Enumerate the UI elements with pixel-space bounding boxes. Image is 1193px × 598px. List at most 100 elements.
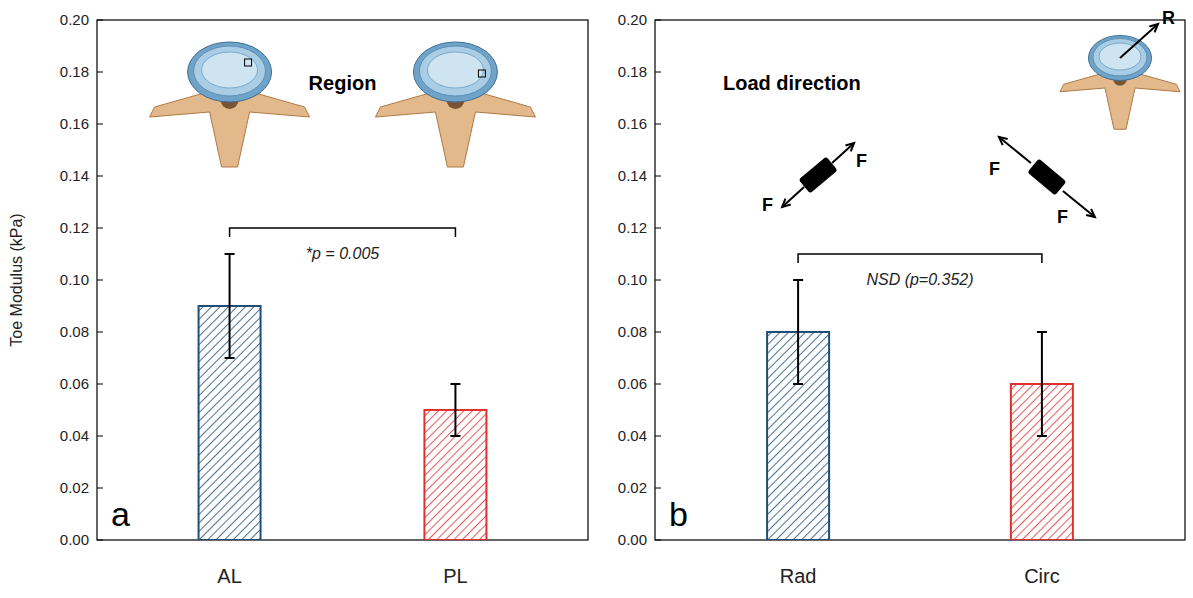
y-tick-label: 0.12 — [618, 219, 647, 236]
region-marker — [478, 70, 485, 77]
y-tick-label: 0.20 — [60, 11, 89, 28]
y-tick-label: 0.00 — [60, 531, 89, 548]
y-tick — [655, 228, 661, 229]
y-tick-label: 0.04 — [60, 427, 89, 444]
error-cap — [450, 383, 460, 385]
icon-label: F — [989, 159, 1000, 179]
y-tick — [97, 124, 103, 125]
error-bar — [225, 254, 235, 358]
arrow-head — [999, 137, 1008, 145]
error-stem — [797, 280, 799, 384]
error-cap — [793, 279, 803, 281]
y-tick — [655, 72, 661, 73]
panel-letter: a — [111, 495, 130, 533]
specimen — [1027, 159, 1066, 196]
plot-frame — [655, 20, 1185, 540]
y-tick-label: 0.08 — [618, 323, 647, 340]
y-tick-label: 0.16 — [618, 115, 647, 132]
arrow-head — [1086, 209, 1095, 217]
bracket-label: NSD (p=0.352) — [866, 271, 973, 288]
panel-letter: b — [669, 495, 688, 533]
y-tick-label: 0.14 — [60, 167, 89, 184]
disc-outer — [188, 42, 272, 102]
disc-nucleus — [202, 52, 258, 88]
region-marker — [245, 59, 252, 66]
figure: 0.00 0.02 0.04 0.06 0.08 0.10 0.12 0.14 0.16 0.18… — [0, 0, 1193, 598]
y-tick — [97, 20, 103, 21]
y-tick-label: 0.18 — [60, 63, 89, 80]
arrow-line — [782, 187, 804, 207]
y-tick — [97, 436, 103, 437]
y-tick — [97, 280, 103, 281]
y-tick — [97, 488, 103, 489]
error-cap — [793, 383, 803, 385]
disc-outer — [413, 42, 497, 102]
x-tick-label: Circ — [1024, 565, 1060, 587]
y-tick — [655, 176, 661, 177]
y-tick-label: 0.06 — [60, 375, 89, 392]
y-tick — [655, 332, 661, 333]
error-stem — [229, 254, 231, 358]
y-tick-label: 0.10 — [60, 271, 89, 288]
y-tick — [655, 540, 661, 541]
disc-nucleus — [1099, 43, 1141, 70]
panel: 0.00 0.02 0.04 0.06 0.08 0.10 0.12 0.14 0.16 0.18… — [8, 11, 588, 587]
error-cap — [225, 357, 235, 359]
bracket — [230, 228, 456, 237]
arrow-head — [845, 143, 854, 151]
y-tick-label: 0.14 — [618, 167, 647, 184]
plot-frame — [97, 20, 588, 540]
y-tick-label: 0.00 — [618, 531, 647, 548]
bracket — [798, 254, 1042, 263]
bars — [199, 254, 487, 540]
x-tick-label: PL — [443, 565, 467, 587]
panel-title: Region — [309, 72, 377, 94]
error-stem — [1041, 332, 1043, 436]
y-tick-label: 0.18 — [618, 63, 647, 80]
x-tick-label: Rad — [780, 565, 817, 587]
arrow-line — [999, 137, 1031, 163]
error-bar — [450, 384, 460, 436]
y-tick — [655, 280, 661, 281]
y-tick — [97, 176, 103, 177]
bracket-label: *p = 0.005 — [306, 245, 380, 262]
error-cap — [225, 253, 235, 255]
arrow-line — [832, 143, 854, 163]
bars — [767, 280, 1073, 540]
y-tick — [655, 384, 661, 385]
y-tick — [97, 228, 103, 229]
y-tick-label: 0.16 — [60, 115, 89, 132]
error-bar — [793, 280, 803, 384]
y-tick — [655, 20, 661, 21]
y-tick — [97, 540, 103, 541]
y-tick-label: 0.08 — [60, 323, 89, 340]
error-cap — [450, 435, 460, 437]
y-tick — [97, 332, 103, 333]
icon-label: F — [1057, 207, 1068, 227]
icon-label: R — [1162, 8, 1175, 28]
disc-annulus — [419, 46, 491, 96]
y-tick-label: 0.10 — [618, 271, 647, 288]
y-tick-label: 0.20 — [618, 11, 647, 28]
y-tick-label: 0.04 — [618, 427, 647, 444]
y-tick — [655, 488, 661, 489]
arrow-head — [782, 199, 791, 207]
x-tick-label: AL — [217, 565, 241, 587]
error-cap — [1037, 331, 1047, 333]
y-tick-label: 0.12 — [60, 219, 89, 236]
y-tick-label: 0.02 — [618, 479, 647, 496]
disc-nucleus — [427, 52, 483, 88]
disc-annulus — [194, 46, 266, 96]
icon-label: F — [762, 195, 773, 215]
error-cap — [1037, 435, 1047, 437]
y-tick — [655, 436, 661, 437]
icon-label: F — [856, 151, 867, 171]
y-tick — [97, 72, 103, 73]
y-axis-title: Toe Modulus (kPa) — [8, 213, 25, 346]
y-tick-label: 0.02 — [60, 479, 89, 496]
error-bar — [1037, 332, 1047, 436]
y-tick — [655, 124, 661, 125]
arrow-head — [1149, 24, 1158, 32]
arrow-line — [1120, 24, 1158, 58]
y-tick-label: 0.06 — [618, 375, 647, 392]
